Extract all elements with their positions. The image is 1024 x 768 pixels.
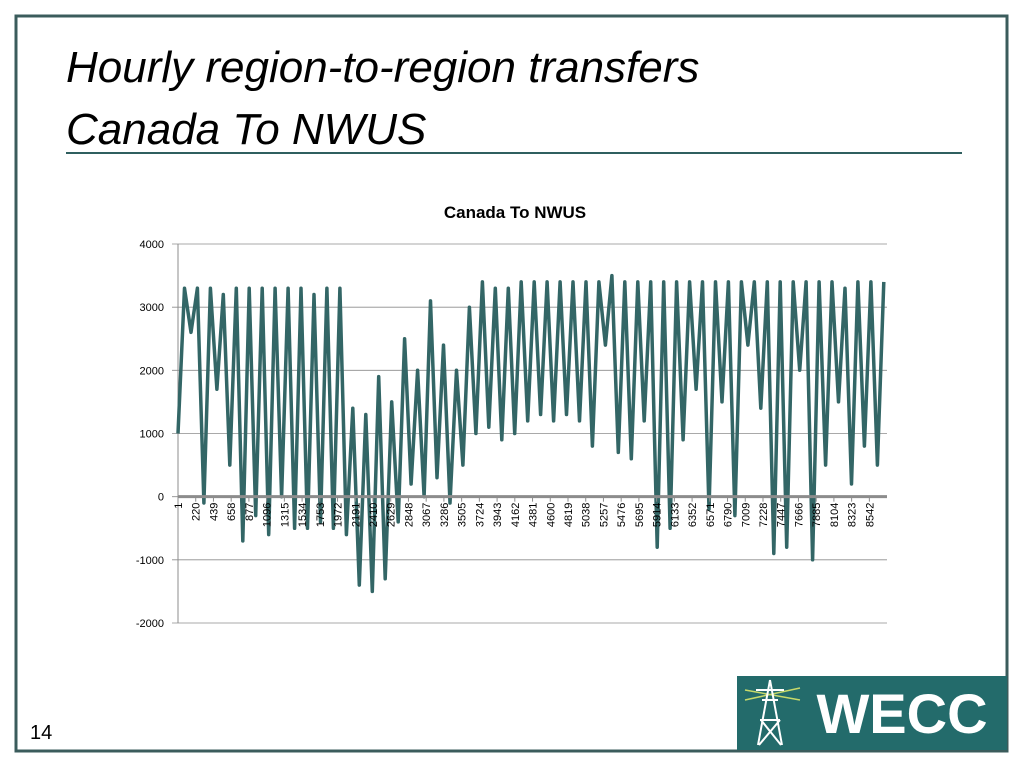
x-tick-label: 5038 [581,503,593,527]
chart-title: Canada To NWUS [444,203,586,222]
x-tick-label: 1534 [297,503,309,527]
x-tick-label: 2191 [350,503,362,527]
x-tick-label: 5257 [598,503,610,527]
x-tick-label: 439 [208,503,220,521]
x-tick-label: 1096 [262,503,274,527]
y-tick-label: -2000 [136,618,164,630]
x-tick-label: 2848 [403,503,415,527]
x-tick-label: 3505 [457,503,469,527]
x-tick-label: 6133 [669,503,681,527]
x-tick-label: 2410 [368,503,380,527]
x-tick-label: 6571 [705,503,717,527]
x-tick-label: 4819 [563,503,575,527]
y-tick-label: 2000 [140,365,164,377]
x-tick-label: 1753 [315,503,327,527]
x-tick-label: 3067 [421,503,433,527]
y-tick-label: -1000 [136,555,164,567]
x-tick-label: 6790 [723,503,735,527]
x-tick-label: 5914 [652,503,664,527]
x-tick-label: 3286 [439,503,451,527]
x-tick-label: 4381 [528,503,540,527]
x-tick-label: 5695 [634,503,646,527]
y-tick-label: 0 [158,492,164,504]
x-tick-label: 6352 [687,503,699,527]
x-tick-label: 4162 [510,503,522,527]
slide-title: Hourly region-to-region transfers [66,43,699,92]
x-tick-label: 8323 [847,503,859,527]
y-tick-label: 1000 [140,429,164,441]
x-tick-label: 220 [191,503,203,521]
logo-tower [756,679,784,746]
x-tick-label: 7447 [776,503,788,527]
x-tick-label: 2629 [386,503,398,527]
logo-text: WECC [816,682,987,745]
x-tick-label: 877 [244,503,256,521]
logo-box [737,676,1007,750]
x-tick-label: 658 [226,503,238,521]
data-line [176,273,886,594]
x-tick-label: 1315 [279,503,291,527]
slide-title: Canada To NWUS [66,105,426,154]
x-tick-label: 7666 [793,503,805,527]
x-tick-label: 7228 [758,503,770,527]
x-tick-label: 3724 [474,503,486,527]
plot: -2000 -1000 0 1000 2000 3000 4000 1 220 439 658 877… [136,239,887,630]
x-tick-label: 7009 [740,503,752,527]
x-tick-label: 8104 [829,503,841,527]
y-tick-label: 4000 [140,239,164,251]
logo: WECC [737,676,1007,750]
x-tick-label: 3943 [492,503,504,527]
x-tick-label: 1 [173,503,185,509]
x-tick-label: 7885 [811,503,823,527]
page-number: 14 [30,722,52,744]
x-tick-label: 5476 [616,503,628,527]
x-tick-label: 1972 [333,503,345,527]
y-tick-label: 3000 [140,302,164,314]
x-tick-label: 8542 [864,503,876,527]
x-tick-label: 4600 [545,503,557,527]
